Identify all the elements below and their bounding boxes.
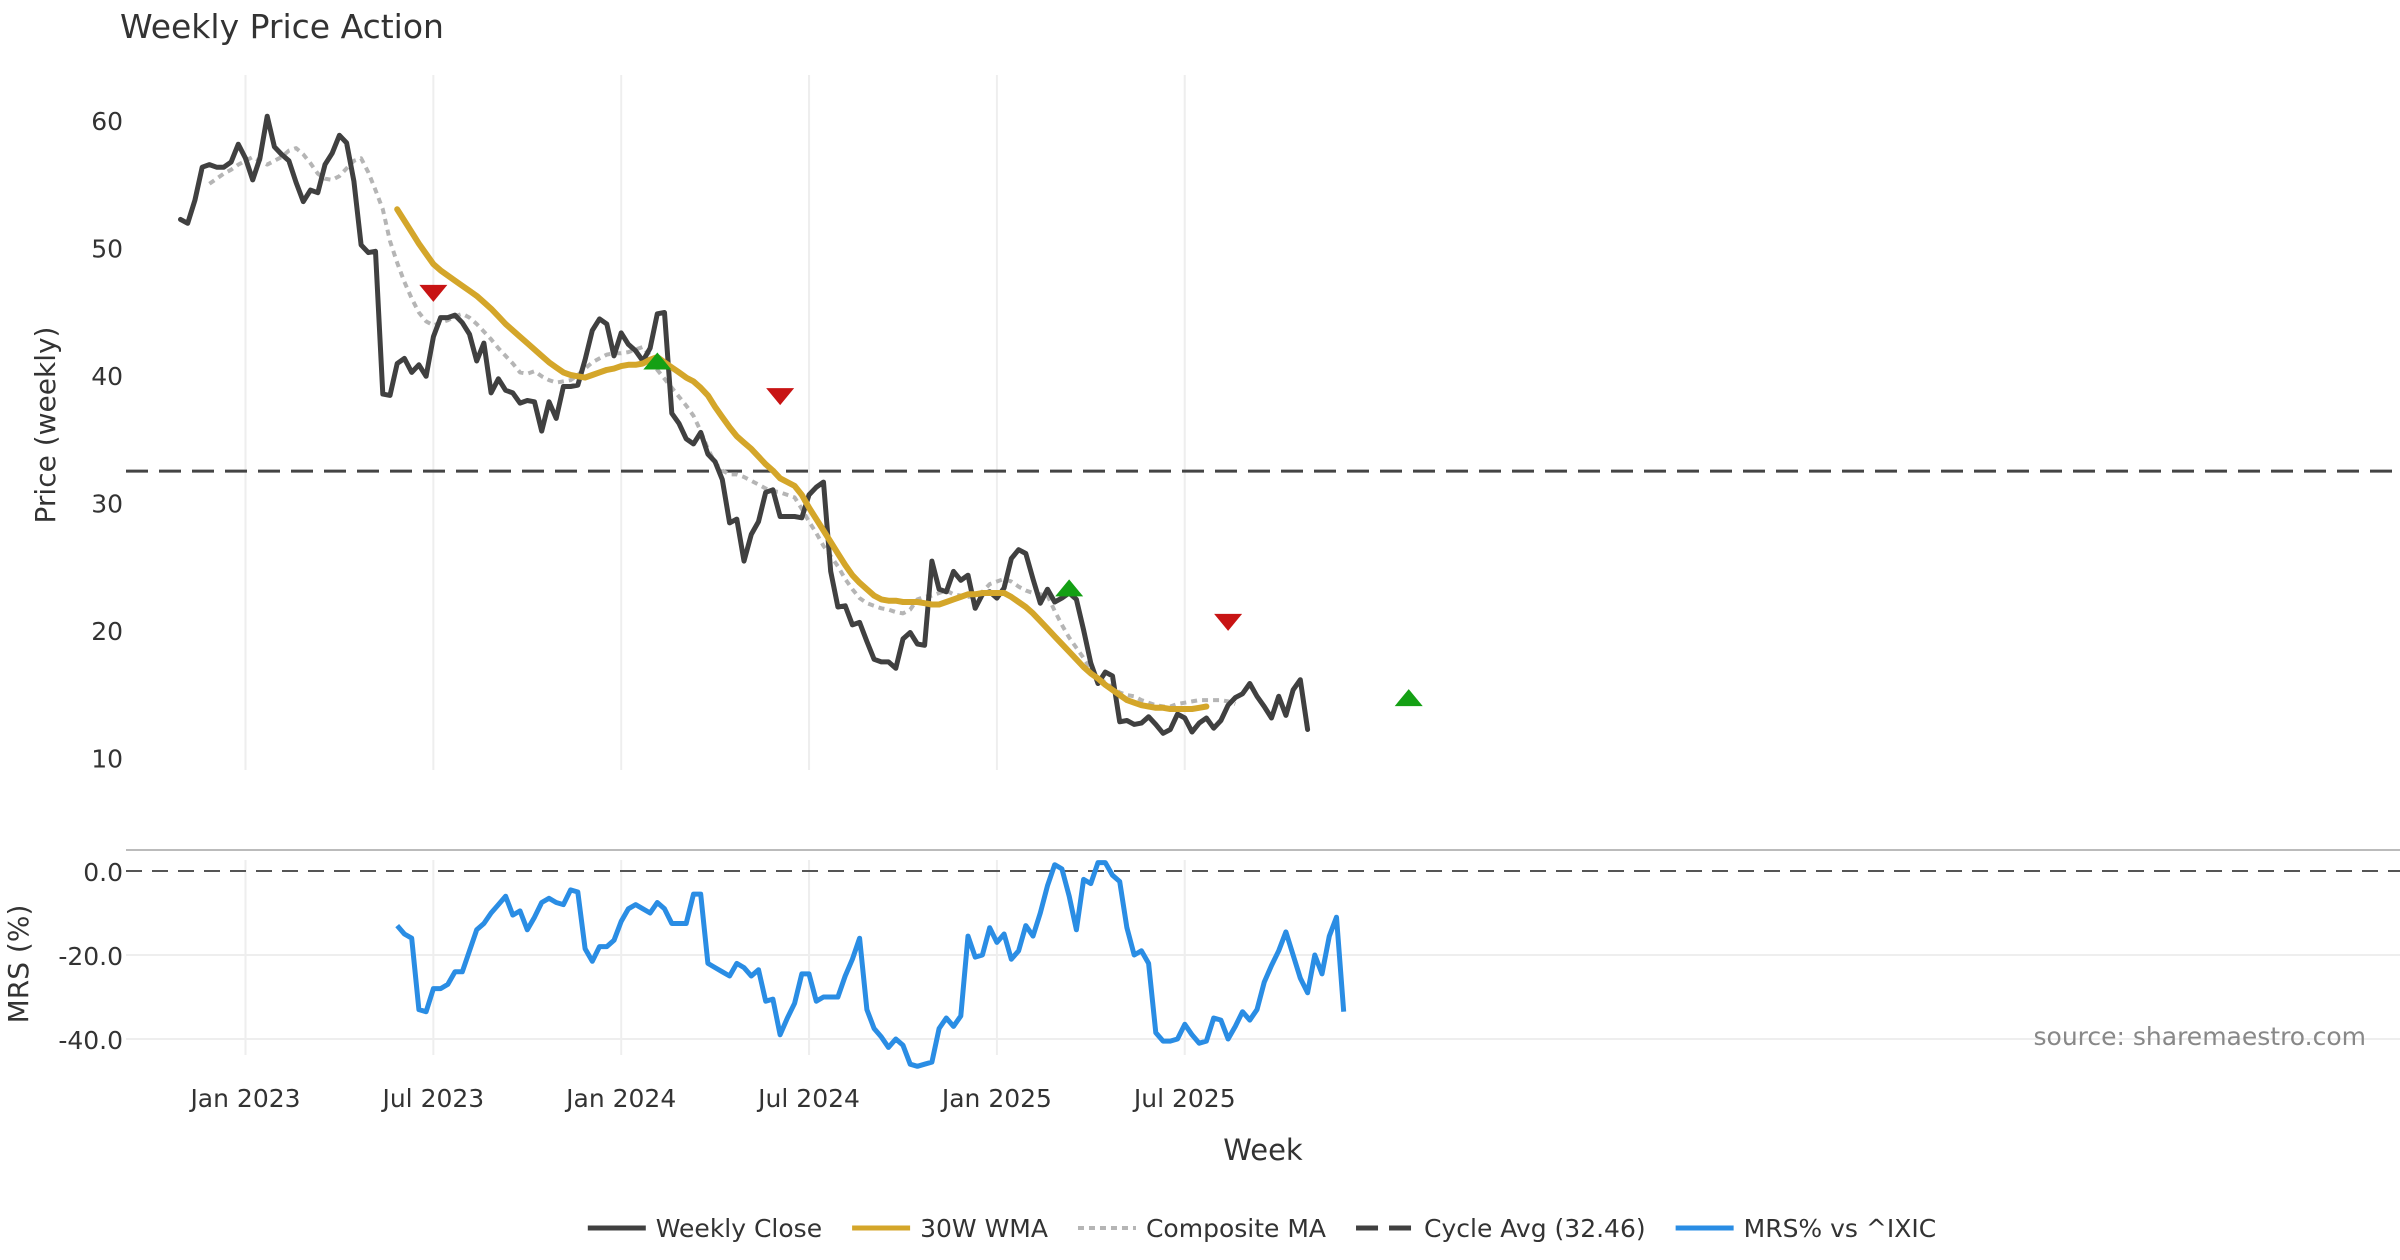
x-tick-label: Jul 2023 (380, 1084, 484, 1113)
x-tick-label: Jul 2024 (756, 1084, 860, 1113)
legend-label: Weekly Close (656, 1214, 822, 1243)
mrs-ytick-label: 0.0 (83, 858, 123, 887)
mrs-panel-gridlines (126, 860, 2400, 1055)
sell-signal-marker (766, 388, 795, 406)
price-ytick-label: 10 (91, 745, 123, 774)
buy-signal-marker (643, 352, 672, 370)
price-ytick-label: 50 (91, 235, 123, 264)
legend-label: Cycle Avg (32.46) (1424, 1214, 1646, 1243)
mrs-line (395, 860, 1347, 1069)
price-panel-gridlines (244, 75, 1186, 770)
price-ytick-label: 60 (91, 107, 123, 136)
signal-markers (419, 284, 1423, 707)
price-ytick-label: 40 (91, 362, 123, 391)
price-ytick-label: 30 (91, 490, 123, 519)
legend-label: 30W WMA (920, 1214, 1048, 1243)
chart-title: Weekly Price Action (120, 7, 444, 46)
buy-signal-marker (1394, 689, 1423, 707)
x-tick-label: Jan 2025 (940, 1084, 1052, 1113)
sell-signal-marker (1214, 613, 1243, 631)
legend-label: Composite MA (1146, 1214, 1326, 1243)
chart-legend: Weekly Close 30W WMA Composite MA Cycle Avg… (587, 1214, 1937, 1243)
mrs-ytick-label: -20.0 (58, 942, 123, 971)
x-tick-label: Jan 2024 (564, 1084, 676, 1113)
x-tick-label: Jan 2023 (188, 1084, 300, 1113)
buy-signal-marker (1055, 579, 1084, 597)
x-axis-ticks: Jan 2023 Jul 2023 Jan 2024 Jul 2024 Jan 2025… (188, 1084, 1235, 1113)
price-y-axis-label: Price (weekly) (29, 327, 62, 524)
legend-label: MRS% vs ^IXIC (1744, 1214, 1937, 1243)
price-series-lines (178, 113, 1311, 736)
mrs-series-lines (395, 860, 1347, 1069)
mrs-y-axis-label: MRS (%) (2, 905, 35, 1024)
price-ytick-label: 20 (91, 617, 123, 646)
mrs-y-axis-ticks: 0.0 -20.0 -40.0 (58, 858, 123, 1055)
price-y-axis-ticks: 10 20 30 40 50 60 (91, 107, 123, 774)
source-credit: source: sharemaestro.com (2034, 1022, 2367, 1051)
weekly-close-line (178, 113, 1311, 736)
mrs-ytick-label: -40.0 (58, 1026, 123, 1055)
composite-ma-line (208, 146, 1236, 709)
x-axis-label: Week (1223, 1133, 1303, 1167)
wma-30w-line (394, 206, 1210, 712)
x-tick-label: Jul 2025 (1132, 1084, 1236, 1113)
sell-signal-marker (419, 284, 448, 302)
